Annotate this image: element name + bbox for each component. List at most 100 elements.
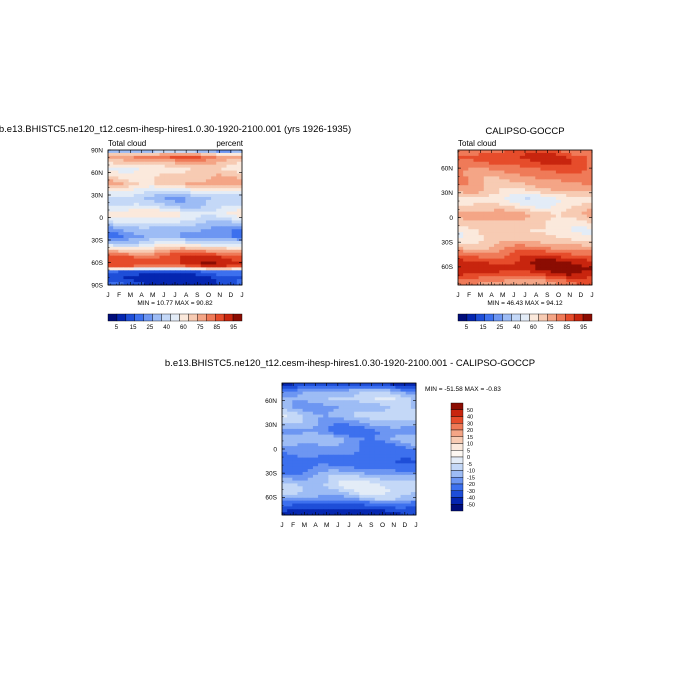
field-cell <box>581 176 588 180</box>
field-cell <box>200 264 207 268</box>
field-cell <box>545 188 552 192</box>
field-cell <box>226 273 233 277</box>
field-cell <box>354 474 360 479</box>
field-cell <box>159 229 166 233</box>
field-cell <box>364 483 371 487</box>
field-cell <box>169 264 176 268</box>
field-cell <box>571 249 577 254</box>
field-cell <box>164 194 171 198</box>
field-cell <box>226 240 233 245</box>
field-cell <box>566 194 572 198</box>
field-cell <box>108 258 114 262</box>
field-cell <box>287 428 293 433</box>
field-cell <box>154 258 160 262</box>
field-cell <box>571 152 577 157</box>
field-cell <box>149 158 155 163</box>
field-cell <box>586 217 593 221</box>
field-cell <box>390 454 396 459</box>
field-cell <box>586 179 593 183</box>
field-cell <box>478 199 485 204</box>
field-cell <box>297 426 304 430</box>
field-cell <box>149 240 155 245</box>
field-cell <box>323 388 329 393</box>
field-cell <box>458 264 464 268</box>
field-cell <box>323 428 329 433</box>
field-cell <box>200 279 207 283</box>
field-cell <box>190 240 197 245</box>
field-cell <box>236 191 243 195</box>
field-cell <box>164 252 171 257</box>
field-cell <box>343 509 350 513</box>
field-cell <box>364 434 371 438</box>
field-cell <box>463 267 469 271</box>
field-cell <box>550 246 557 251</box>
field-cell <box>292 426 298 430</box>
field-cell <box>519 243 526 248</box>
x-tick-label: J <box>456 292 459 299</box>
field-cell <box>400 489 407 493</box>
field-cell <box>530 282 536 286</box>
field-cell <box>175 167 181 171</box>
field-cell <box>400 449 407 453</box>
field-cell <box>144 238 150 242</box>
field-cell <box>379 408 386 413</box>
field-cell <box>292 440 298 444</box>
field-cell <box>571 238 577 242</box>
field-cell <box>385 466 391 470</box>
field-cell <box>385 486 391 490</box>
field-cell <box>550 217 557 221</box>
field-cell <box>514 196 521 201</box>
field-cell <box>499 223 505 227</box>
field-cell <box>113 150 119 154</box>
field-cell <box>390 486 396 490</box>
field-cell <box>400 397 407 401</box>
field-cell <box>216 182 222 186</box>
field-cell <box>144 182 150 186</box>
field-cell <box>473 170 480 174</box>
field-cell <box>190 194 197 198</box>
field-cell <box>323 403 329 407</box>
field-cell <box>123 196 130 201</box>
field-cell <box>159 196 166 201</box>
field-cell <box>302 457 309 461</box>
field-cell <box>354 420 360 424</box>
field-cell <box>338 443 345 447</box>
field-cell <box>478 194 485 198</box>
field-cell <box>282 477 288 481</box>
field-cell <box>307 449 314 453</box>
field-cell <box>175 211 181 215</box>
field-cell <box>312 411 319 415</box>
field-cell <box>302 451 309 456</box>
field-cell <box>149 173 155 177</box>
field-cell <box>211 217 217 221</box>
field-cell <box>159 238 166 242</box>
field-cell <box>369 492 376 496</box>
field-cell <box>138 267 145 271</box>
field-cell <box>566 223 572 227</box>
field-cell <box>525 158 531 163</box>
field-cell <box>530 246 536 251</box>
field-cell <box>312 451 319 456</box>
field-cell <box>369 449 376 453</box>
field-cell <box>535 240 541 245</box>
field-cell <box>473 238 480 242</box>
field-cell <box>566 276 572 280</box>
field-cell <box>581 191 588 195</box>
field-cell <box>483 155 490 160</box>
field-cell <box>359 426 365 430</box>
field-cell <box>312 494 319 499</box>
field-cell <box>390 451 396 456</box>
field-cell <box>175 232 181 236</box>
field-cell <box>525 252 531 257</box>
field-cell <box>349 405 355 410</box>
field-cell <box>566 182 572 186</box>
panel-diff-minmax: MIN = -51.58 MAX = -0.83 <box>425 386 501 393</box>
field-cell <box>410 405 417 410</box>
field-cell <box>395 403 401 407</box>
field-cell <box>405 451 412 456</box>
field-cell <box>185 179 191 183</box>
field-cell <box>519 255 526 259</box>
field-cell <box>200 182 207 186</box>
field-cell <box>468 191 474 195</box>
